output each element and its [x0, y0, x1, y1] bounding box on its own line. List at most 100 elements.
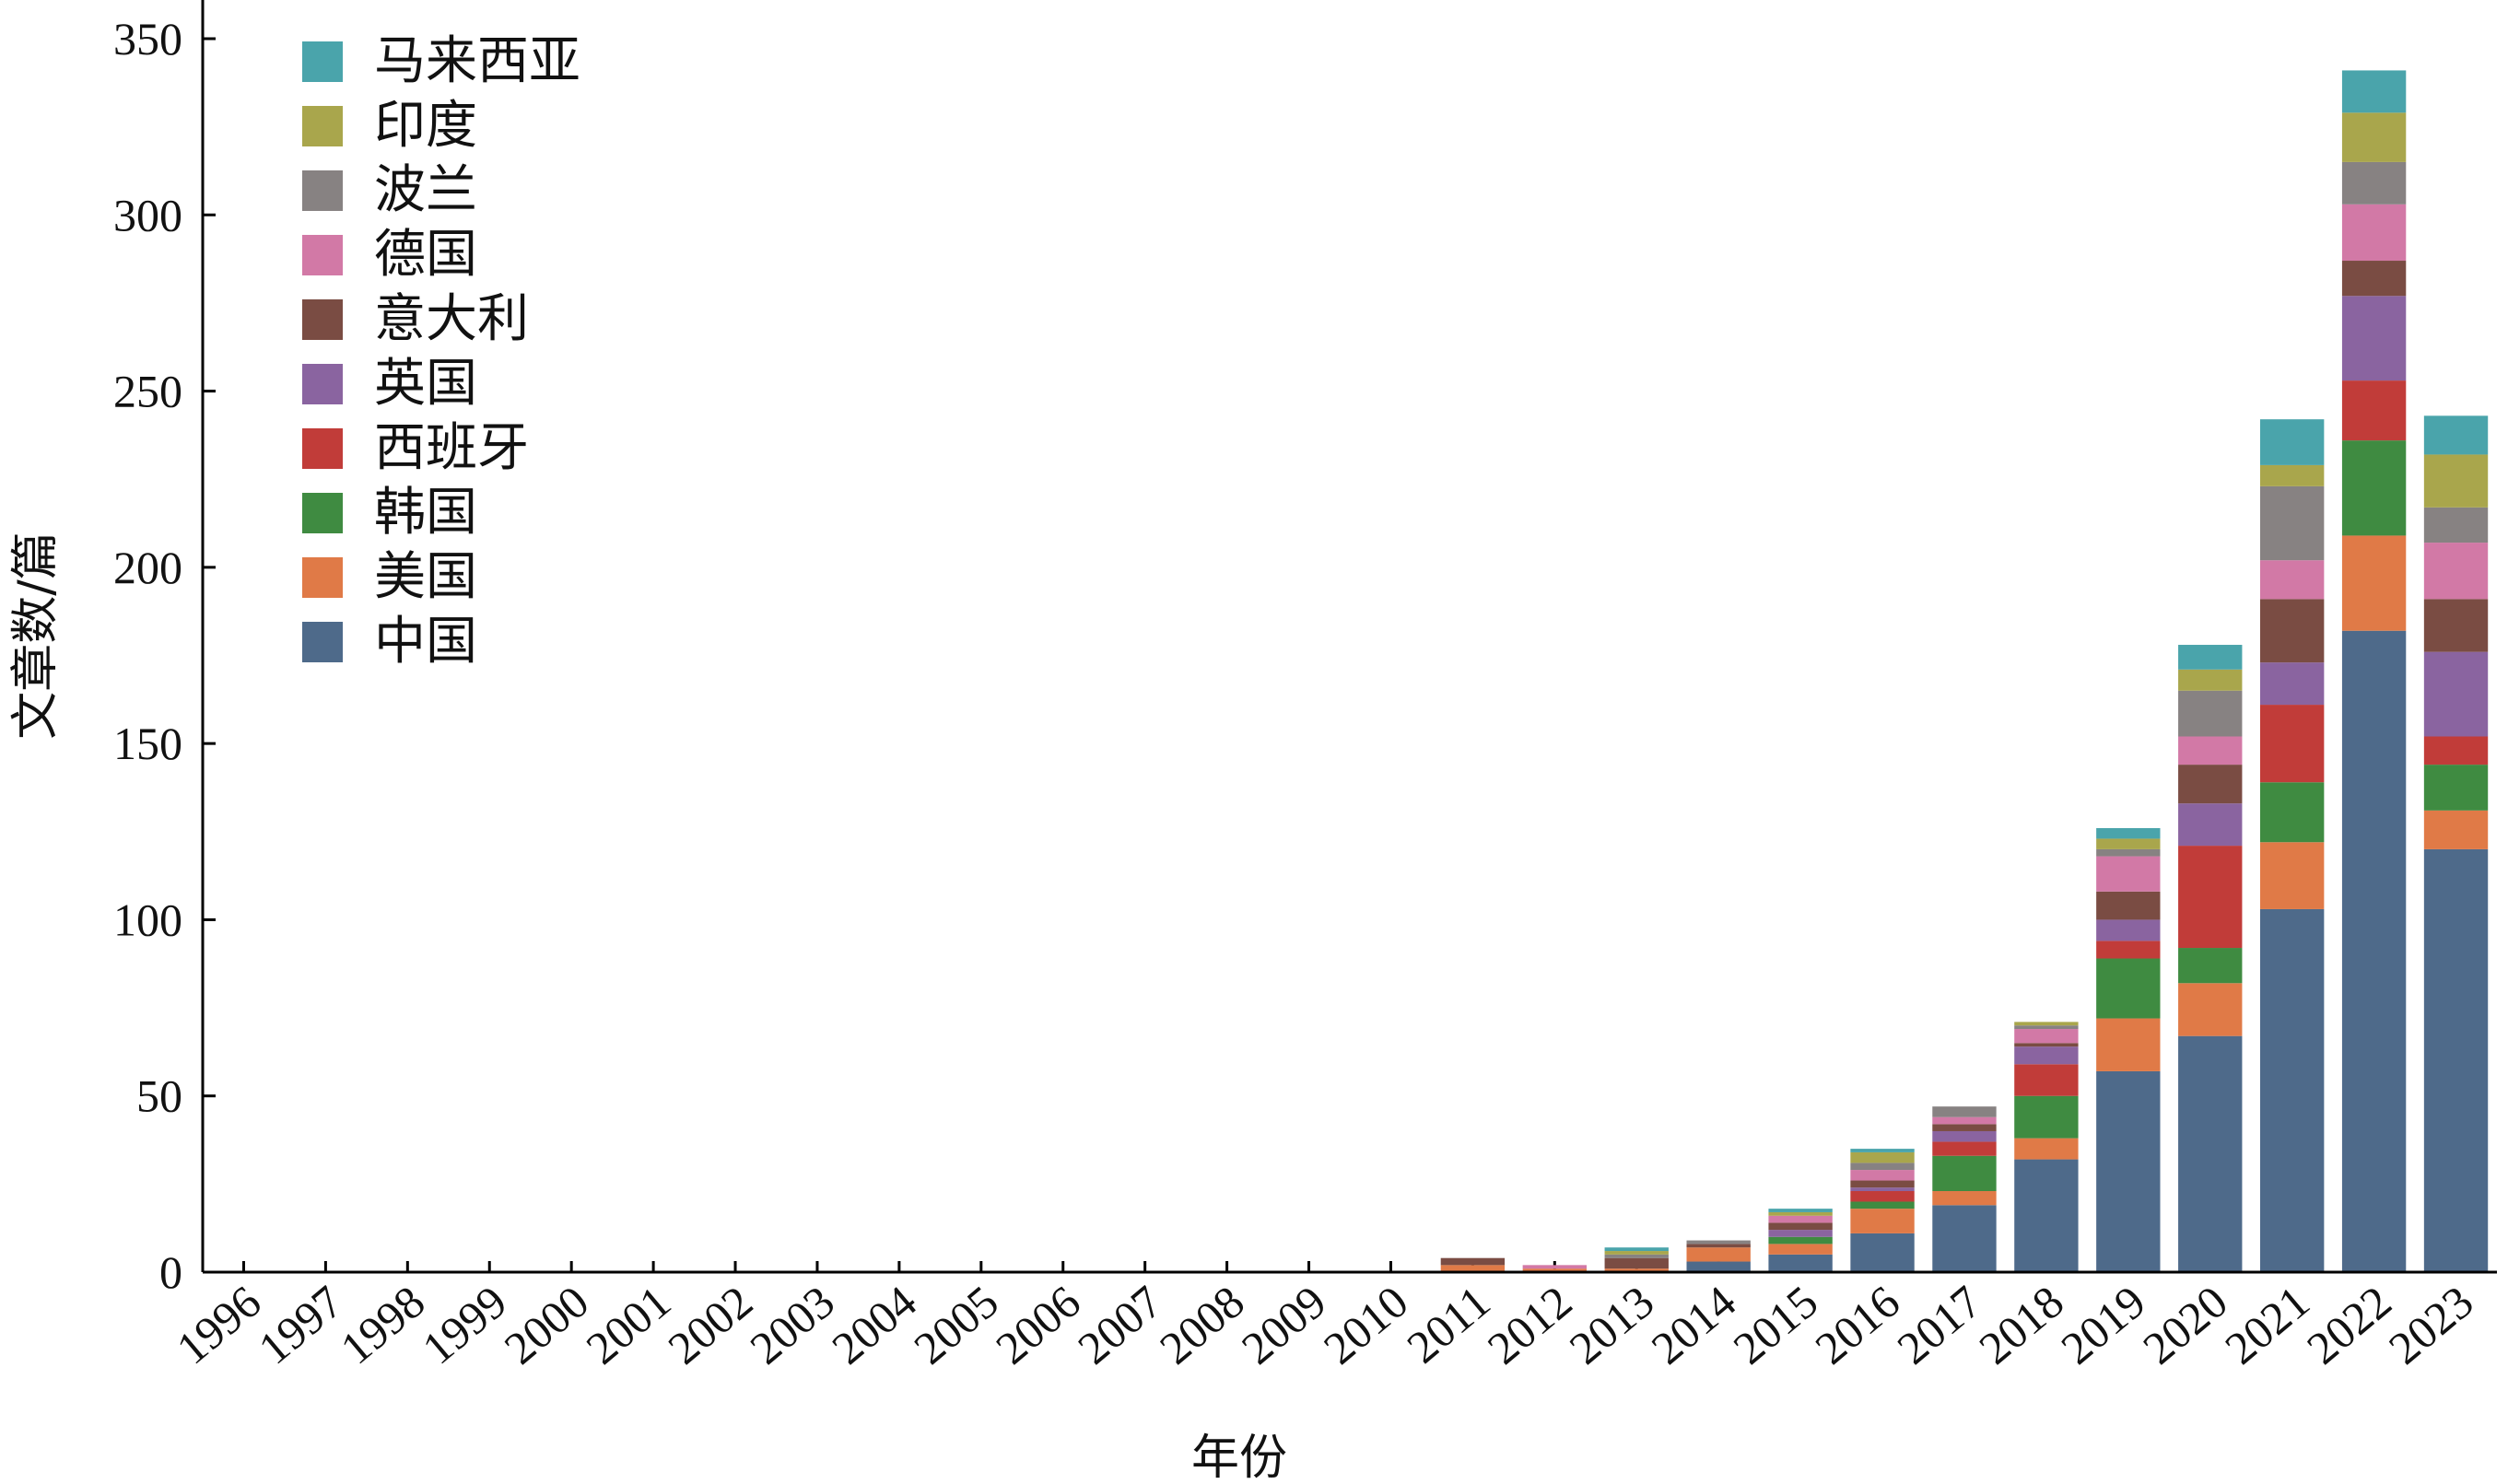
x-tick-label: 2019	[2051, 1276, 2155, 1374]
bar-segment	[2341, 261, 2407, 297]
bar-segment	[2014, 1022, 2079, 1026]
bar-segment	[1522, 1268, 1588, 1272]
bar-segment	[2259, 662, 2325, 706]
legend-swatch	[302, 299, 343, 340]
bar-segment	[1604, 1254, 1669, 1258]
legend-swatch	[302, 170, 343, 211]
bar-segment	[2341, 630, 2407, 1272]
bar-segment	[2259, 908, 2325, 1272]
legend-label: 韩国	[374, 483, 477, 543]
bar-segment	[1522, 1265, 1588, 1269]
x-tick-label: 2007	[1068, 1276, 1172, 1374]
bar-segment	[2341, 161, 2407, 204]
x-tick-label: 2006	[986, 1276, 1090, 1374]
x-tick-label: 1997	[249, 1276, 353, 1374]
bar-segment	[2178, 736, 2243, 765]
bar-segment	[2178, 803, 2243, 847]
y-tick-label: 0	[159, 1246, 182, 1298]
x-tick-label: 2014	[1642, 1276, 1746, 1374]
x-tick-label: 2016	[1806, 1276, 1910, 1374]
bar-segment	[2259, 419, 2325, 465]
bar-segment	[2014, 1029, 2079, 1044]
bar-segment	[2341, 70, 2407, 113]
x-axis-title: 年份	[1191, 1431, 1287, 1484]
bar-segment	[1440, 1265, 1506, 1272]
bar-segment	[1768, 1209, 1833, 1212]
bar-segment	[2341, 440, 2407, 536]
legend-label: 德国	[374, 225, 477, 285]
bar-segment	[2096, 838, 2161, 849]
bar-segment	[1440, 1257, 1506, 1266]
x-axis-ticks: 1996199719981999200020012002200320042005…	[167, 1261, 2483, 1374]
bar-segment	[2178, 1035, 2243, 1272]
bar-segment	[2096, 856, 2161, 892]
legend-swatch	[302, 41, 343, 82]
legend-label: 美国	[374, 547, 477, 607]
bar-segment	[1932, 1124, 1997, 1131]
bar-segment	[2423, 599, 2489, 652]
bar-segment	[1604, 1251, 1669, 1255]
bar-segment	[1604, 1268, 1669, 1272]
bar-segment	[2341, 204, 2407, 262]
bar-segment	[2423, 810, 2489, 849]
x-tick-label: 2011	[1397, 1276, 1499, 1373]
bar-segment	[2259, 705, 2325, 783]
y-tick-label: 200	[113, 542, 182, 593]
x-tick-label: 2008	[1150, 1276, 1254, 1374]
bar-segment	[1850, 1151, 1915, 1163]
legend-label: 意大利	[374, 289, 529, 349]
bar-segment	[2423, 736, 2489, 765]
bar-segment	[1850, 1163, 1915, 1171]
bar-segment	[2014, 1159, 2079, 1272]
bar-segment	[2341, 112, 2407, 162]
bar-segment	[2178, 669, 2243, 691]
bar-segment	[1768, 1244, 1833, 1255]
x-tick-label: 2009	[1232, 1276, 1336, 1374]
y-tick-label: 50	[136, 1070, 182, 1122]
bar-segment	[1850, 1191, 1915, 1202]
bar-segment	[2014, 1025, 2079, 1030]
x-tick-label: 2000	[495, 1276, 599, 1374]
bar-segment	[2423, 415, 2489, 455]
bar-segment	[2014, 1138, 2079, 1160]
legend-swatch	[302, 428, 343, 469]
bar-segment	[2259, 464, 2325, 486]
y-axis-title: 文章数/篇	[8, 532, 64, 740]
bar-segment	[2341, 535, 2407, 631]
bar-segment	[2096, 848, 2161, 857]
x-tick-label: 2002	[659, 1276, 763, 1374]
bar-segment	[2178, 948, 2243, 984]
bar-segment	[1932, 1191, 1997, 1206]
bar-segment	[2341, 296, 2407, 381]
bar-segment	[2096, 827, 2161, 839]
bar-segment	[2259, 485, 2325, 561]
y-tick-label: 150	[113, 718, 182, 769]
x-tick-label: 1999	[413, 1276, 517, 1374]
bar-segment	[1850, 1180, 1915, 1188]
bar-segment	[2178, 846, 2243, 949]
bar-segment	[2423, 848, 2489, 1272]
y-axis-ticks: 0 50 100 150 200 250 300 350	[113, 13, 216, 1298]
x-tick-label: 2010	[1314, 1276, 1418, 1374]
bar-segment	[1850, 1209, 1915, 1233]
x-tick-label: 2003	[740, 1276, 844, 1374]
bar-segment	[2259, 599, 2325, 663]
bar-segment	[1850, 1170, 1915, 1181]
x-tick-label: 2013	[1560, 1276, 1664, 1374]
bar-segment	[2014, 1064, 2079, 1096]
bar-segment	[1850, 1149, 1915, 1152]
y-tick-label: 300	[113, 189, 182, 240]
bar-segment	[2178, 690, 2243, 737]
legend-label: 中国	[374, 612, 477, 672]
bar-segment	[2096, 1070, 2161, 1272]
bar-segment	[1932, 1116, 1997, 1125]
x-tick-label: 2001	[577, 1276, 681, 1374]
x-tick-label: 2004	[822, 1276, 926, 1374]
bar-segment	[1768, 1230, 1833, 1237]
bar-segment	[2178, 645, 2243, 670]
bar-segment	[1604, 1247, 1669, 1252]
bar-segment	[1686, 1240, 1751, 1244]
legend-label: 西班牙	[374, 418, 529, 478]
